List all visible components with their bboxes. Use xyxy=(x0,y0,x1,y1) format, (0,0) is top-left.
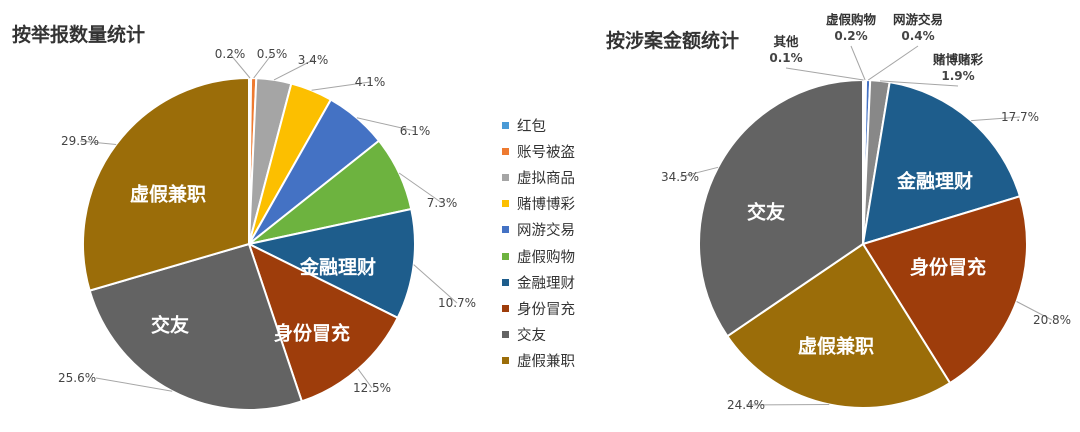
percent-label: 4.1% xyxy=(355,75,386,89)
leader-line xyxy=(311,81,371,91)
legend-swatch xyxy=(502,278,509,286)
legend-item: 虚假兼职 xyxy=(502,348,575,374)
pie-slice-1-7 xyxy=(245,207,416,320)
percent-label: 1.9% xyxy=(941,69,974,83)
legend-item: 账号被盗 xyxy=(502,138,575,164)
legend-swatch xyxy=(502,252,509,260)
legend-swatch xyxy=(502,173,509,181)
leader-line xyxy=(1016,301,1053,321)
percent-label: 6.1% xyxy=(400,124,431,138)
leader-line xyxy=(398,172,443,204)
pie-slice-1-8 xyxy=(247,242,400,403)
slice-name-label: 网游交易 xyxy=(893,12,943,27)
leader-line xyxy=(850,45,866,81)
legend-label: 网游交易 xyxy=(517,223,575,240)
chart-2-title: 按涉案金额统计 xyxy=(606,30,740,52)
legend-label: 身份冒充 xyxy=(517,301,575,318)
percent-label: 20.8% xyxy=(1033,313,1071,327)
legend-item: 网游交易 xyxy=(502,217,575,243)
percent-label: 0.4% xyxy=(901,29,934,43)
slice-category-label: 交友 xyxy=(151,314,189,337)
legend-swatch xyxy=(502,147,509,155)
legend-item: 红包 xyxy=(502,112,575,138)
percent-label: 0.5% xyxy=(257,47,288,61)
leader-line xyxy=(867,45,919,81)
legend-label: 交友 xyxy=(517,328,546,345)
slice-category-label: 身份冒充 xyxy=(910,256,986,279)
leader-line xyxy=(679,166,719,178)
slice-name-label: 其他 xyxy=(773,34,799,49)
legend-item: 金融理财 xyxy=(502,269,575,295)
leader-line xyxy=(79,140,117,145)
legend-swatch xyxy=(502,357,509,365)
legend-label: 赌博博彩 xyxy=(517,197,575,214)
percent-label: 17.7% xyxy=(1001,110,1039,124)
pie-slice-2-7 xyxy=(725,242,952,409)
slice-name-label: 虚假购物 xyxy=(826,12,877,27)
leader-line xyxy=(95,377,173,392)
leader-line xyxy=(253,53,273,79)
legend-swatch xyxy=(502,121,509,129)
legend-swatch xyxy=(502,226,509,234)
slice-category-label: 金融理财 xyxy=(896,170,973,193)
percent-label: 24.4% xyxy=(727,398,765,412)
legend-swatch xyxy=(502,304,509,312)
leader-line xyxy=(413,264,458,304)
slice-category-label: 金融理财 xyxy=(299,256,376,279)
percent-label: 29.5% xyxy=(61,134,99,148)
legend-item: 交友 xyxy=(502,322,575,348)
leader-line xyxy=(357,368,373,389)
percent-label: 10.7% xyxy=(438,296,476,310)
legend-label: 虚假兼职 xyxy=(517,354,575,371)
legend-label: 金融理财 xyxy=(517,275,575,292)
chart-1-legend: 红包账号被盗虚拟商品赌博博彩网游交易虚假购物金融理财身份冒充交友虚假兼职 xyxy=(502,112,575,374)
percent-label: 34.5% xyxy=(661,170,699,184)
percent-label: 7.3% xyxy=(427,196,458,210)
legend-item: 身份冒充 xyxy=(502,295,575,321)
slice-category-label: 交友 xyxy=(747,201,785,224)
slice-name-label: 赌博赌彩 xyxy=(932,52,984,67)
leader-line xyxy=(745,404,830,406)
legend-item: 虚拟商品 xyxy=(502,164,575,190)
leader-line xyxy=(879,80,959,87)
pie-slice-2-5 xyxy=(861,81,1022,246)
leader-line xyxy=(785,67,864,81)
leader-line xyxy=(971,116,1021,122)
percent-label: 0.1% xyxy=(769,51,802,65)
legend-label: 虚假购物 xyxy=(517,249,575,266)
legend-swatch xyxy=(502,331,509,339)
leader-line xyxy=(356,117,416,132)
legend-swatch xyxy=(502,200,509,208)
slice-category-label: 虚假兼职 xyxy=(130,183,206,206)
percent-label: 0.2% xyxy=(834,29,867,43)
percent-label: 25.6% xyxy=(58,371,96,385)
slice-category-label: 身份冒充 xyxy=(274,322,350,345)
legend-label: 红包 xyxy=(517,118,546,135)
chart-1-title: 按举报数量统计 xyxy=(12,24,146,46)
pie-slice-2-6 xyxy=(861,195,1028,385)
legend-item: 赌博博彩 xyxy=(502,191,575,217)
leader-line xyxy=(273,59,314,81)
legend-item: 虚假购物 xyxy=(502,243,575,269)
legend-label: 账号被盗 xyxy=(517,144,575,161)
leader-line xyxy=(229,53,251,79)
percent-label: 12.5% xyxy=(353,381,391,395)
slice-category-label: 虚假兼职 xyxy=(798,335,874,358)
pie-slice-1-10 xyxy=(82,76,250,292)
legend-label: 虚拟商品 xyxy=(517,170,575,187)
percent-label: 0.2% xyxy=(215,47,246,61)
percent-label: 3.4% xyxy=(298,53,329,67)
